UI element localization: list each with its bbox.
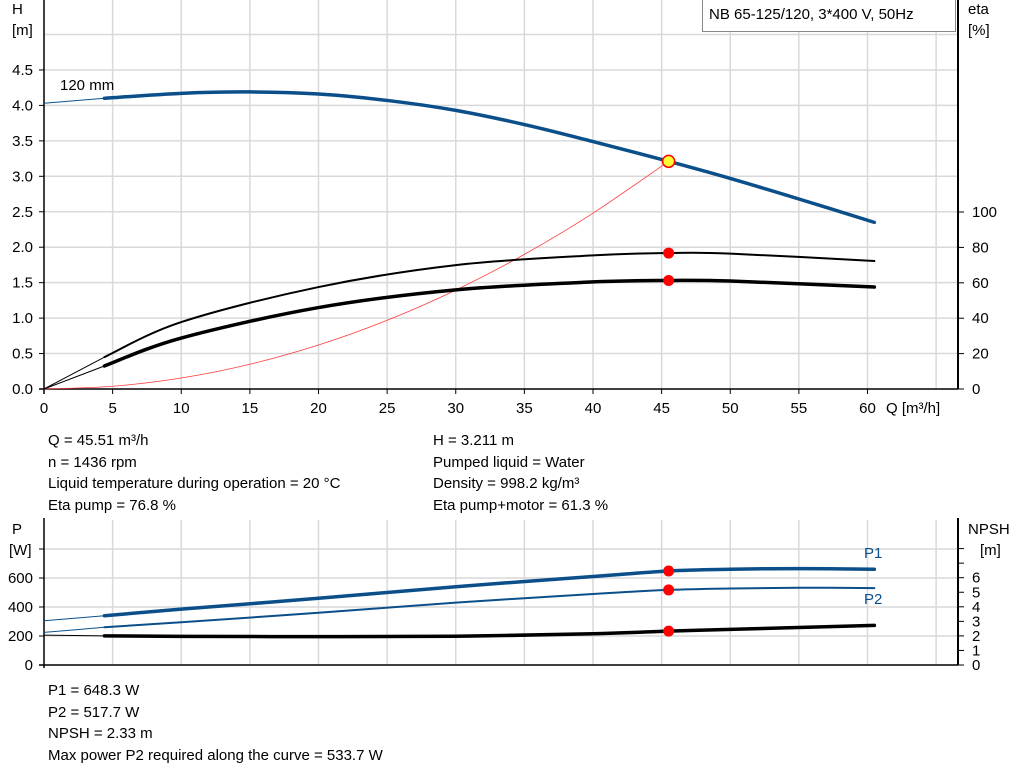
eta-tick-label: 40 [972,310,989,327]
npsh-tick-label: 4 [972,599,980,616]
p-tick-label: 600 [8,570,33,587]
p-axis-label: P [12,521,22,538]
h-tick-label: 4.0 [12,97,33,114]
eta-tick-label: 100 [972,204,997,221]
eta-tick-label: 0 [972,381,980,398]
eta-pump-motor-value: Eta pump+motor = 61.3 % [433,496,609,514]
h-tick-label: 2.0 [12,239,33,256]
p-axis-unit: [W] [9,542,32,559]
h-tick-label: 2.5 [12,204,33,221]
duty-point-p2 [663,584,675,596]
q-tick-label: 55 [791,400,808,417]
p1-curve [102,566,877,618]
npsh-axis-label: NPSH [968,521,1010,538]
info-top-right: H = 3.211 m Pumped liquid = Water Densit… [433,430,608,516]
h-tick-label: 3.5 [12,133,33,150]
info-bottom: P1 = 648.3 W P2 = 517.7 W NPSH = 2.33 m … [48,680,383,766]
eta-tick-label: 80 [972,239,989,256]
q-tick-label: 15 [242,400,259,417]
h-tick-label: 1.0 [12,310,33,327]
head-value: H = 3.211 m [433,432,515,449]
p2-value: P2 = 517.7 W [48,703,140,721]
h-tick-label: 3.0 [12,168,33,185]
p1-curve-label: P1 [864,545,882,562]
npsh-tick-label: 1 [972,642,980,659]
duty-point-p1 [663,565,675,577]
density-value: Density = 998.2 kg/m³ [433,475,580,492]
npsh-axis-unit: [m] [980,542,1001,559]
duty-point-npsh [663,625,675,637]
speed-value: n = 1436 rpm [48,453,137,471]
head-curve-extension [43,97,105,104]
eta-pump-curve [103,251,876,359]
npsh-tick-label: 2 [972,628,980,645]
system-curve [43,161,669,390]
p2-curve-label: P2 [864,591,882,608]
npsh-tick-label: 0 [972,657,980,674]
q-tick-label: 35 [516,400,533,417]
p-tick-label: 200 [8,628,33,645]
p2-curve [103,586,876,629]
npsh-tick-label: 5 [972,584,980,601]
q-tick-label: 20 [310,400,327,417]
npsh-value: NPSH = 2.33 m [48,725,153,742]
q-tick-label: 0 [40,400,48,417]
npsh-curve [102,623,877,639]
q-tick-label: 5 [108,400,116,417]
p-tick-label: 400 [8,599,33,616]
q-tick-label: 10 [173,400,190,417]
h-axis-label: H [12,1,23,18]
max-p2-value: Max power P2 required along the curve = … [48,746,383,764]
h-tick-label: 0.0 [12,381,33,398]
q-tick-label: 50 [722,400,739,417]
eta-axis-unit: [%] [968,22,990,39]
q-tick-label: 60 [859,400,876,417]
q-tick-label: 45 [653,400,670,417]
h-axis-unit: [m] [12,22,33,39]
duty-point-eta-pump [663,247,675,259]
q-tick-label: 30 [447,400,464,417]
duty-point-head [661,154,676,169]
h-tick-label: 0.5 [12,346,33,363]
info-top-left: Q = 45.51 m³/h n = 1436 rpm Liquid tempe… [48,430,340,516]
npsh-curve-extension [43,634,105,637]
flow-value: Q = 45.51 m³/h [48,432,149,449]
p1-value: P1 = 648.3 W [48,682,140,699]
h-tick-label: 1.5 [12,275,33,292]
eta-pump-motor-curve-extension [43,365,105,390]
pumped-liquid-value: Pumped liquid = Water [433,453,585,471]
npsh-tick-label: 6 [972,570,980,587]
duty-point-eta-pump-motor [663,274,675,286]
eta-pump-value: Eta pump = 76.8 % [48,496,176,514]
h-tick-label: 4.5 [12,62,33,79]
eta-tick-label: 60 [972,275,989,292]
p-tick-label: 0 [25,657,33,674]
eta-pump-motor-curve [102,278,877,368]
pump-title-box: NB 65-125/120, 3*400 V, 50Hz [702,0,956,32]
eta-axis-label: eta [968,1,990,18]
eta-pump-curve-extension [43,356,105,390]
p1-curve-extension [43,615,105,622]
q-tick-label: 40 [585,400,602,417]
eta-tick-label: 20 [972,346,989,363]
q-tick-label: 25 [379,400,396,417]
liquid-temperature-value: Liquid temperature during operation = 20… [48,475,341,492]
p2-curve-extension [43,626,105,633]
q-axis-label: Q [m³/h] [886,400,940,417]
head-curve [102,90,877,225]
impeller-size-label: 120 mm [60,77,114,94]
npsh-tick-label: 3 [972,613,980,630]
